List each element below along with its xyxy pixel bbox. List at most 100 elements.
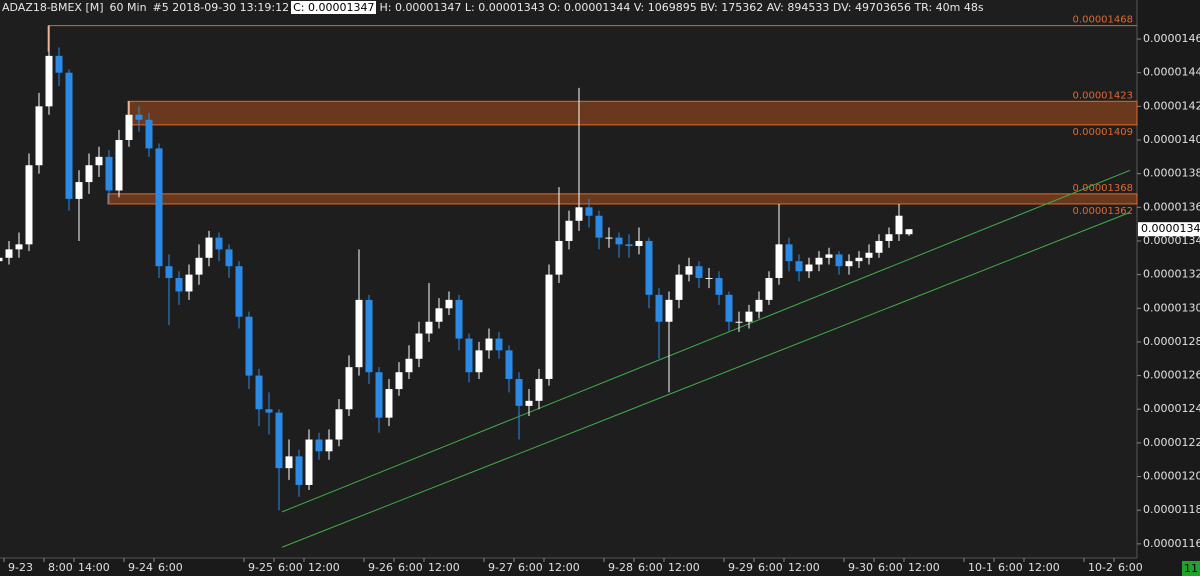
x-tick-label: 9-27	[488, 561, 513, 574]
x-tick-label: 6:00	[518, 561, 543, 574]
candle-body	[145, 119, 153, 149]
price-axis-bg	[1137, 0, 1200, 576]
candle-body	[35, 106, 43, 166]
x-tick-label: 6:00	[758, 561, 783, 574]
x-tick-label: 6:00	[1118, 561, 1143, 574]
candle-body	[195, 257, 203, 275]
y-tick-label: 0.00001460	[1143, 32, 1200, 45]
candle-body	[75, 182, 83, 199]
candle-body	[595, 215, 603, 238]
candle-body	[495, 338, 503, 351]
candle-body	[175, 277, 183, 292]
candle-body	[635, 240, 643, 247]
x-tick-label: 14:00	[78, 561, 110, 574]
candle-body	[755, 299, 763, 312]
x-tick-label: 12:00	[788, 561, 820, 574]
x-tick-label: 12:00	[548, 561, 580, 574]
candle-body	[165, 266, 173, 278]
candle-body	[735, 321, 743, 323]
candle-body	[535, 378, 543, 401]
candle-body	[805, 264, 813, 272]
candle-body	[65, 72, 73, 199]
candle-body	[765, 277, 773, 300]
trendline	[281, 169, 1131, 513]
candle-body	[265, 409, 273, 413]
x-tick-label: 12:00	[1028, 561, 1060, 574]
candle-body	[305, 439, 313, 485]
candle-body	[475, 350, 483, 373]
candle-body	[815, 257, 823, 265]
candle-body	[315, 439, 323, 452]
candle-body	[235, 266, 243, 317]
candle-body	[55, 55, 63, 73]
candle-body	[875, 240, 883, 253]
bar-info: #5 2018-09-30 13:19:12	[152, 1, 290, 14]
candle-body	[855, 257, 863, 262]
candle-body	[615, 237, 623, 245]
x-tick-label: 12:00	[908, 561, 940, 574]
candle-body	[385, 389, 393, 418]
candle-body	[745, 311, 753, 322]
corner-badge: 11	[1184, 562, 1198, 575]
candle-body	[885, 234, 893, 241]
candle-body	[785, 244, 793, 262]
candle-body	[45, 55, 53, 107]
candle-body	[555, 240, 563, 275]
candle-body	[825, 254, 833, 258]
header: ADAZ18-BMEX [M] 60 Min #5 2018-09-30 13:19…	[0, 0, 990, 15]
candle-body	[575, 207, 583, 221]
zone	[127, 100, 1138, 126]
candle-body	[505, 350, 513, 379]
candle-body	[675, 274, 683, 300]
interval: 60 Min	[109, 1, 147, 14]
x-tick-label: 6:00	[398, 561, 423, 574]
candle-body	[185, 274, 193, 292]
last-price-box	[1138, 222, 1200, 237]
candle-body	[325, 439, 333, 452]
x-tick-label: 9-26	[368, 561, 393, 574]
candle-body	[405, 358, 413, 373]
x-tick-label: 6:00	[878, 561, 903, 574]
candle-body	[585, 207, 593, 216]
candle-body	[355, 299, 363, 368]
candle-body	[0, 257, 3, 262]
candle-body	[115, 140, 123, 191]
candle-body	[125, 114, 133, 141]
time-axis-bg	[0, 558, 1137, 576]
candle-body	[105, 156, 113, 191]
candle-body	[285, 456, 293, 469]
x-tick-label: 9-29	[728, 561, 753, 574]
zone-bottom-label: 0.00001409	[1073, 127, 1133, 138]
candle-body	[295, 456, 303, 485]
close-label: C: 0.00001347	[291, 1, 377, 14]
last-price-label: 0.00001347	[1141, 222, 1200, 235]
candle-body	[215, 237, 223, 250]
candle-body	[245, 316, 253, 376]
candle-body	[155, 148, 163, 267]
candle-body	[625, 244, 633, 247]
candle-body	[795, 261, 803, 272]
candle-body	[135, 114, 143, 120]
x-tick-label: 9-30	[848, 561, 873, 574]
candle-body	[95, 156, 103, 166]
x-tick-label: 9-23	[8, 561, 33, 574]
candle-body	[655, 294, 663, 322]
bar-details: H: 0.00001347 L: 0.00001343 O: 0.0000134…	[379, 1, 984, 14]
candle-body	[275, 412, 283, 469]
candle-body	[425, 321, 433, 334]
